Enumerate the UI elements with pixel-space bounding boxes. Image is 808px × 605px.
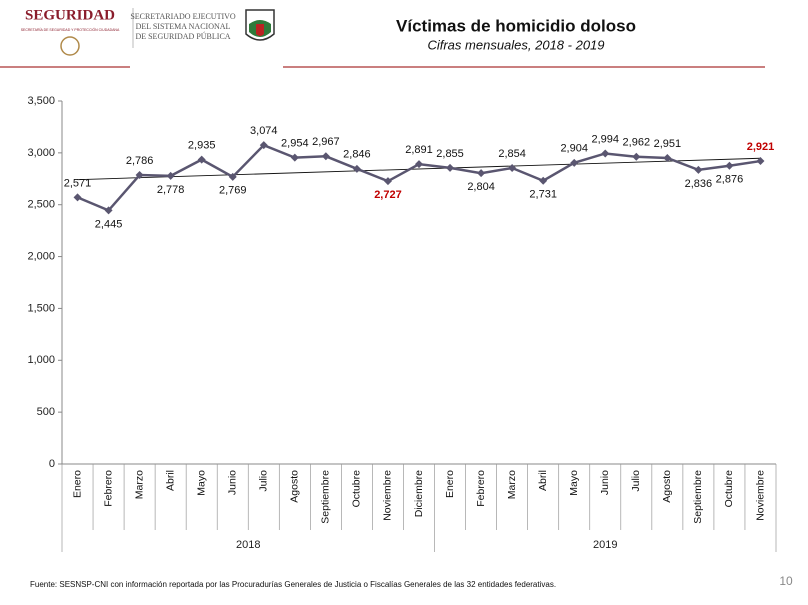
chart-title: Víctimas de homicidio doloso (396, 16, 636, 35)
x-tick-label: Junio (599, 470, 611, 495)
marker (321, 152, 330, 161)
x-tick-label: Noviembre (754, 470, 766, 521)
marker (725, 161, 734, 170)
value-label: 2,804 (467, 181, 495, 193)
source-note: Fuente: SESNSP-CNI con información repor… (30, 580, 556, 589)
marker (290, 153, 299, 162)
marker (539, 176, 548, 185)
value-label: 2,921 (747, 141, 775, 153)
value-label: 2,951 (654, 138, 682, 150)
y-tick-label: 2,000 (27, 250, 55, 262)
x-tick-label: Abril (537, 470, 549, 491)
page-number: 10 (779, 574, 793, 588)
marker (477, 169, 486, 178)
marker (570, 158, 579, 167)
marker (197, 155, 206, 164)
x-tick-label: Diciembre (413, 470, 425, 517)
x-tick-label: Marzo (506, 470, 518, 499)
marker (135, 171, 144, 180)
value-label: 2,962 (623, 137, 651, 149)
agency-line: DE SEGURIDAD PÚBLICA (135, 31, 230, 41)
value-label: 2,727 (374, 189, 402, 201)
shield-logo (256, 24, 264, 36)
marker (694, 165, 703, 174)
y-tick-label: 3,500 (27, 95, 55, 107)
x-tick-label: Agosto (661, 470, 673, 503)
value-label: 3,074 (250, 125, 278, 137)
marker (228, 172, 237, 181)
trend-line (77, 157, 761, 181)
value-label: 2,846 (343, 149, 371, 161)
x-tick-label: Agosto (289, 470, 301, 503)
value-label: 2,854 (498, 148, 526, 160)
y-tick-label: 0 (49, 458, 55, 470)
value-label: 2,769 (219, 185, 247, 197)
y-tick-label: 500 (37, 406, 55, 418)
marker (415, 160, 423, 169)
value-label: 2,571 (64, 177, 92, 189)
value-label: 2,786 (126, 155, 154, 167)
x-tick-label: Abril (164, 470, 176, 491)
x-tick-label: Octubre (723, 470, 735, 508)
marker (104, 206, 113, 215)
x-tick-label: Septiembre (692, 470, 704, 524)
group-label: 2019 (593, 539, 617, 551)
marker (259, 141, 268, 150)
agency-line: DEL SISTEMA NACIONAL (136, 22, 231, 31)
marker (632, 152, 641, 161)
agency-line: SECRETARIADO EJECUTIVO (130, 12, 236, 21)
value-label: 2,935 (188, 140, 216, 152)
value-label: 2,994 (591, 133, 619, 145)
value-label: 2,967 (312, 136, 340, 148)
y-tick-label: 1,000 (27, 354, 55, 366)
x-tick-label: Noviembre (382, 470, 394, 521)
marker (508, 163, 517, 172)
x-tick-label: Mayo (195, 470, 207, 496)
x-tick-label: Febrero (102, 470, 114, 507)
marker (756, 157, 765, 166)
marker (73, 193, 82, 202)
marker (166, 171, 175, 180)
emblem (60, 36, 80, 56)
marker (601, 149, 610, 158)
logo-subtitle: SECRETARÍA DE SEGURIDAD Y PROTECCIÓN CIU… (21, 27, 120, 32)
value-label: 2,778 (157, 184, 185, 196)
x-tick-label: Octubre (351, 470, 363, 508)
logo-title: SEGURIDAD (25, 7, 115, 23)
value-label: 2,836 (685, 178, 713, 190)
group-label: 2018 (236, 539, 260, 551)
value-label: 2,904 (560, 143, 588, 155)
value-label: 2,876 (716, 174, 744, 186)
marker (446, 163, 455, 172)
x-tick-label: Enero (444, 470, 456, 498)
value-label: 2,855 (436, 148, 464, 160)
y-tick-label: 3,000 (27, 147, 55, 159)
value-label: 2,445 (95, 218, 123, 230)
x-tick-label: Mayo (568, 470, 580, 496)
value-label: 2,891 (405, 144, 433, 156)
x-tick-label: Septiembre (320, 470, 332, 524)
marker (352, 164, 361, 173)
y-tick-label: 1,500 (27, 302, 55, 314)
value-label: 2,954 (281, 138, 309, 150)
x-tick-label: Enero (71, 470, 83, 498)
marker (383, 177, 392, 186)
x-tick-label: Julio (630, 470, 642, 492)
value-label: 2,731 (529, 189, 557, 201)
x-tick-label: Febrero (475, 470, 487, 507)
x-tick-label: Julio (258, 470, 270, 492)
y-tick-label: 2,500 (27, 199, 55, 211)
x-tick-label: Marzo (133, 470, 145, 499)
chart-subtitle: Cifras mensuales, 2018 - 2019 (427, 37, 604, 52)
x-tick-label: Junio (227, 470, 239, 495)
marker (663, 153, 672, 162)
